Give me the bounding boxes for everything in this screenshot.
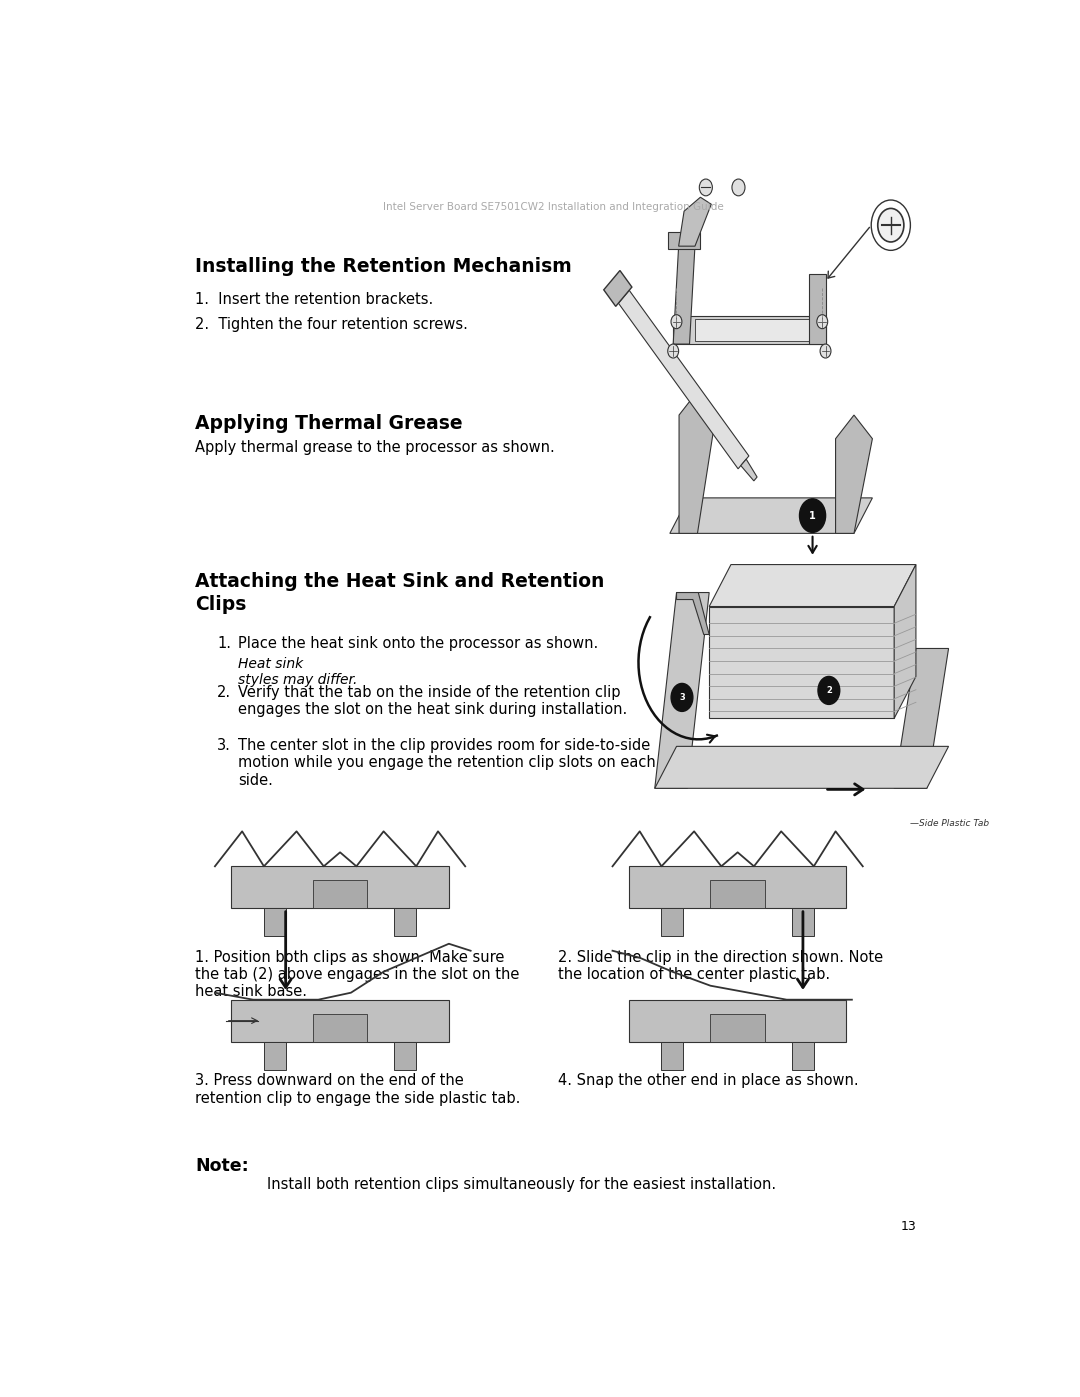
Text: Apply thermal grease to the processor as shown.: Apply thermal grease to the processor as… [195, 440, 555, 455]
Polygon shape [264, 1042, 285, 1070]
Circle shape [700, 179, 713, 196]
Text: Intel Server Board SE7501CW2 Installation and Integration Guide: Intel Server Board SE7501CW2 Installatio… [383, 203, 724, 212]
Text: 3. Press downward on the end of the
retention clip to engage the side plastic ta: 3. Press downward on the end of the rete… [195, 1073, 521, 1106]
Polygon shape [629, 866, 847, 908]
Text: Place the heat sink onto the processor as shown.: Place the heat sink onto the processor a… [238, 636, 603, 651]
Polygon shape [673, 246, 694, 344]
Circle shape [667, 344, 678, 358]
Text: 2: 2 [826, 686, 832, 694]
Polygon shape [836, 415, 873, 534]
Text: Note:: Note: [195, 1157, 249, 1175]
Polygon shape [661, 908, 684, 936]
Text: 3: 3 [679, 693, 685, 701]
Text: Install both retention clips simultaneously for the easiest installation.: Install both retention clips simultaneou… [267, 1176, 777, 1192]
Text: Attaching the Heat Sink and Retention: Attaching the Heat Sink and Retention [195, 573, 605, 591]
Polygon shape [792, 908, 814, 936]
Text: 2.: 2. [217, 685, 231, 700]
Polygon shape [667, 232, 701, 249]
Polygon shape [678, 197, 712, 246]
Circle shape [816, 314, 827, 328]
Text: 3.: 3. [217, 738, 231, 753]
Polygon shape [676, 592, 710, 634]
Polygon shape [654, 746, 948, 788]
Text: Applying Thermal Grease: Applying Thermal Grease [195, 414, 463, 433]
Text: 13: 13 [901, 1220, 916, 1232]
Polygon shape [673, 316, 825, 344]
Text: Heat sink
styles may differ.: Heat sink styles may differ. [238, 657, 357, 687]
Text: 1. Position both clips as shown. Make sure
the tab (2) above engages in the slot: 1. Position both clips as shown. Make su… [195, 950, 519, 999]
Text: 1.: 1. [217, 636, 231, 651]
Circle shape [820, 344, 831, 358]
Text: Installing the Retention Mechanism: Installing the Retention Mechanism [195, 257, 572, 277]
Text: 1: 1 [809, 511, 815, 521]
Polygon shape [809, 274, 825, 344]
Text: Clips: Clips [195, 595, 246, 613]
Polygon shape [894, 648, 948, 788]
Polygon shape [231, 1000, 449, 1042]
Polygon shape [894, 564, 916, 718]
Polygon shape [661, 1042, 684, 1070]
Polygon shape [792, 1042, 814, 1070]
Polygon shape [679, 391, 716, 534]
Text: 2.  Tighten the four retention screws.: 2. Tighten the four retention screws. [195, 317, 468, 332]
Polygon shape [619, 291, 748, 469]
Polygon shape [604, 271, 632, 306]
Polygon shape [264, 908, 285, 936]
Text: Verify that the tab on the inside of the retention clip
engages the slot on the : Verify that the tab on the inside of the… [238, 685, 627, 718]
Circle shape [878, 208, 904, 242]
Text: —Side Plastic Tab: —Side Plastic Tab [910, 819, 989, 828]
Polygon shape [629, 1000, 847, 1042]
Polygon shape [670, 497, 873, 534]
Circle shape [732, 179, 745, 196]
Polygon shape [711, 880, 765, 908]
Polygon shape [394, 1042, 416, 1070]
Circle shape [818, 676, 840, 704]
Text: The center slot in the clip provides room for side-to-side
motion while you enga: The center slot in the clip provides roo… [238, 738, 656, 788]
Polygon shape [710, 564, 916, 606]
Polygon shape [231, 866, 449, 908]
Polygon shape [694, 319, 809, 341]
Polygon shape [394, 908, 416, 936]
Circle shape [671, 683, 693, 711]
Polygon shape [710, 606, 894, 718]
Polygon shape [654, 592, 710, 788]
Text: 1.  Insert the retention brackets.: 1. Insert the retention brackets. [195, 292, 433, 307]
Polygon shape [313, 880, 367, 908]
Text: 4. Snap the other end in place as shown.: 4. Snap the other end in place as shown. [557, 1073, 859, 1088]
Polygon shape [313, 1014, 367, 1042]
Text: 2. Slide the clip in the direction shown. Note
the location of the center plasti: 2. Slide the clip in the direction shown… [557, 950, 882, 982]
Circle shape [799, 499, 825, 532]
Polygon shape [711, 1014, 765, 1042]
Polygon shape [741, 460, 757, 481]
Circle shape [671, 314, 681, 328]
